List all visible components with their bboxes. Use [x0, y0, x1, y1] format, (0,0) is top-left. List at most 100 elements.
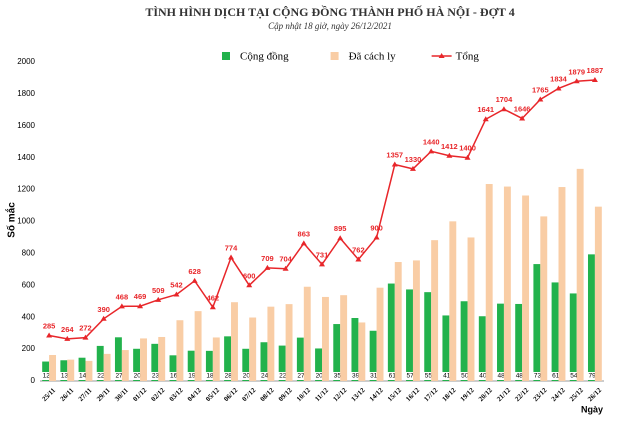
x-tick-label: 26/12 — [586, 386, 603, 403]
value-label: 220 — [97, 373, 108, 380]
bar — [322, 296, 329, 381]
x-tick-label: 29/11 — [95, 386, 112, 403]
value-label: 1879 — [568, 67, 585, 76]
bar — [96, 345, 104, 381]
value-label-bg — [40, 372, 57, 380]
y-tick-label: 1000 — [17, 217, 35, 226]
value-label-bg — [258, 372, 275, 380]
bar — [140, 338, 147, 381]
x-tick-label: 08/12 — [259, 386, 276, 403]
value-label-bg — [494, 372, 511, 380]
value-label: 618 — [552, 373, 563, 380]
bar — [503, 186, 511, 381]
bar — [387, 283, 395, 381]
value-label: 357 — [334, 373, 345, 380]
value-label: 483 — [516, 373, 527, 380]
value-label: 1400 — [459, 144, 476, 153]
value-label: 542 — [170, 281, 183, 290]
value-label: 1646 — [514, 104, 531, 113]
x-tick-label: 14/12 — [368, 386, 385, 403]
x-tick-label: 19/12 — [459, 386, 476, 403]
bar — [176, 320, 184, 381]
value-label-bg — [549, 372, 566, 380]
chart-subtitle: Cập nhật 18 giờ, ngày 26/12/2021 — [268, 21, 392, 31]
value-label-bg — [185, 372, 202, 380]
value-label-bg — [203, 372, 220, 380]
marker — [391, 161, 398, 167]
marker — [282, 265, 289, 271]
legend-marker — [438, 53, 445, 58]
bar — [42, 361, 50, 381]
bar — [594, 206, 602, 381]
x-tick-label: 03/12 — [168, 386, 185, 403]
value-label-bg — [58, 372, 75, 380]
bar — [587, 254, 595, 381]
value-label-bg — [313, 372, 329, 380]
marker — [373, 234, 380, 240]
marker — [64, 335, 71, 341]
marker — [482, 116, 489, 122]
value-label-bg — [240, 372, 257, 380]
x-axis-label: Ngày — [581, 404, 603, 414]
bar — [187, 350, 195, 381]
value-label: 1641 — [477, 105, 494, 114]
marker — [173, 291, 180, 297]
x-tick-label: 30/11 — [113, 386, 130, 403]
value-label: 863 — [298, 229, 311, 238]
value-label-bg — [331, 372, 348, 380]
value-label: 549 — [570, 373, 581, 380]
bar — [114, 337, 122, 381]
value-label: 468 — [116, 292, 129, 301]
value-label: 1765 — [532, 85, 549, 94]
marker — [228, 254, 235, 260]
x-tick-label: 09/12 — [277, 386, 294, 403]
bar — [49, 355, 57, 381]
value-label: 1440 — [423, 137, 440, 146]
value-label: 274 — [115, 373, 126, 380]
marker — [337, 235, 344, 241]
bar — [460, 301, 468, 381]
bar — [424, 292, 432, 381]
y-tick-label: 2000 — [17, 57, 35, 66]
value-label-bg — [94, 372, 111, 380]
x-tick-label: 06/12 — [222, 386, 239, 403]
x-tick-label: 25/11 — [40, 386, 57, 403]
value-label-bg — [131, 372, 148, 380]
value-label: 264 — [61, 325, 74, 334]
bar — [449, 221, 457, 381]
bar — [85, 360, 93, 381]
bar — [478, 316, 486, 381]
bar — [576, 168, 584, 381]
marker — [46, 332, 53, 338]
x-tick-label: 26/11 — [59, 386, 76, 403]
marker — [591, 77, 598, 83]
value-label-bg — [349, 372, 366, 380]
bar — [212, 337, 220, 381]
x-tick-label: 24/12 — [550, 386, 567, 403]
marker — [409, 165, 416, 171]
value-label: 243 — [261, 373, 272, 380]
y-tick-label: 0 — [31, 376, 36, 385]
marker — [500, 106, 507, 112]
bar — [551, 282, 559, 381]
line — [48, 79, 595, 340]
marker — [428, 148, 435, 154]
bar — [133, 348, 141, 381]
value-label-bg — [149, 372, 166, 380]
bar — [497, 303, 504, 381]
y-tick-label: 600 — [22, 280, 36, 289]
bar — [296, 337, 304, 381]
value-label: 390 — [97, 305, 110, 314]
bar — [369, 330, 377, 381]
value-label: 628 — [188, 267, 201, 276]
value-label-bg — [276, 372, 293, 380]
value-label: 1834 — [550, 74, 568, 83]
bar — [205, 350, 213, 381]
bar — [260, 342, 268, 381]
value-label-bg — [585, 372, 602, 380]
value-label: 469 — [134, 292, 147, 301]
bar — [412, 260, 420, 381]
value-label: 794 — [588, 373, 599, 380]
value-label: 395 — [352, 373, 363, 380]
x-tick-label: 25/12 — [568, 386, 585, 403]
